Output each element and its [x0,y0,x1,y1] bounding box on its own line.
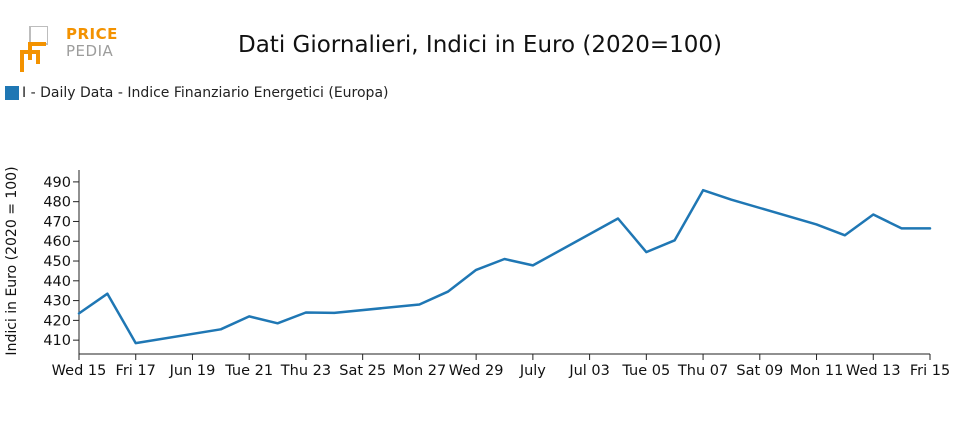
data-point [475,269,477,271]
x-tick-label: Fri 15 [910,363,950,379]
data-point [305,311,307,314]
y-tick-label: 460 [43,234,71,250]
data-point [532,264,534,267]
data-point [276,322,279,325]
x-tick-label: Thu 07 [677,363,728,379]
y-tick-label: 450 [43,254,71,270]
data-point [333,312,336,314]
y-axis-title: Indici in Euro (2020 = 100) [4,166,20,355]
series-line [77,188,932,345]
x-tick-label: Wed 29 [449,363,504,379]
legend[interactable]: I - Daily Data - Indice Finanziario Ener… [5,84,388,102]
x-tick-label: Tue 21 [224,363,273,379]
y-tick-label: 440 [43,274,71,290]
data-point [844,234,846,237]
data-point [446,290,449,293]
x-tick-label: Wed 15 [52,363,107,379]
x-tick-label: July [519,363,546,379]
data-point [730,198,733,201]
pricepedia-logo: PRICE PEDIA [18,24,128,74]
legend-label: I - Daily Data - Indice Finanziario Ener… [22,85,389,101]
y-tick-label: 480 [43,195,71,211]
data-point [815,223,818,226]
x-tick-label: Fri 17 [116,363,156,379]
x-tick-label: Mon 11 [790,363,844,379]
data-point [929,227,931,230]
data-point [418,303,421,306]
y-tick-label: 420 [43,313,71,329]
data-point [645,251,648,253]
y-tick-label: 470 [43,214,71,230]
data-point [134,342,137,344]
data-point [872,213,875,216]
logo-mark-icon [20,26,48,72]
x-tick-label: Thu 23 [280,363,331,379]
data-point [900,227,903,230]
x-tick-label: Sat 25 [339,363,386,379]
data-point [220,328,222,331]
data-point [78,312,80,315]
logo-text-bottom: PEDIA [66,42,114,60]
y-tick-label: 430 [43,294,71,310]
data-point [673,239,676,242]
x-tick-label: Sat 09 [736,363,783,379]
y-tick-label: 410 [43,333,71,349]
data-point [617,217,619,220]
data-point [106,292,109,295]
x-tick-label: Wed 13 [846,363,901,379]
logo-text-top: PRICE [66,25,118,43]
data-point [248,315,250,318]
chart-title: Dati Giornalieri, Indici in Euro (2020=1… [238,32,722,58]
data-point [702,189,704,191]
y-tick-label: 490 [43,175,71,191]
data-point [503,258,506,260]
legend-swatch [5,86,19,100]
x-tick-label: Jun 19 [169,363,216,379]
x-tick-label: Mon 27 [393,363,447,379]
x-tick-label: Jul 03 [568,363,610,379]
x-tick-label: Tue 05 [621,363,670,379]
